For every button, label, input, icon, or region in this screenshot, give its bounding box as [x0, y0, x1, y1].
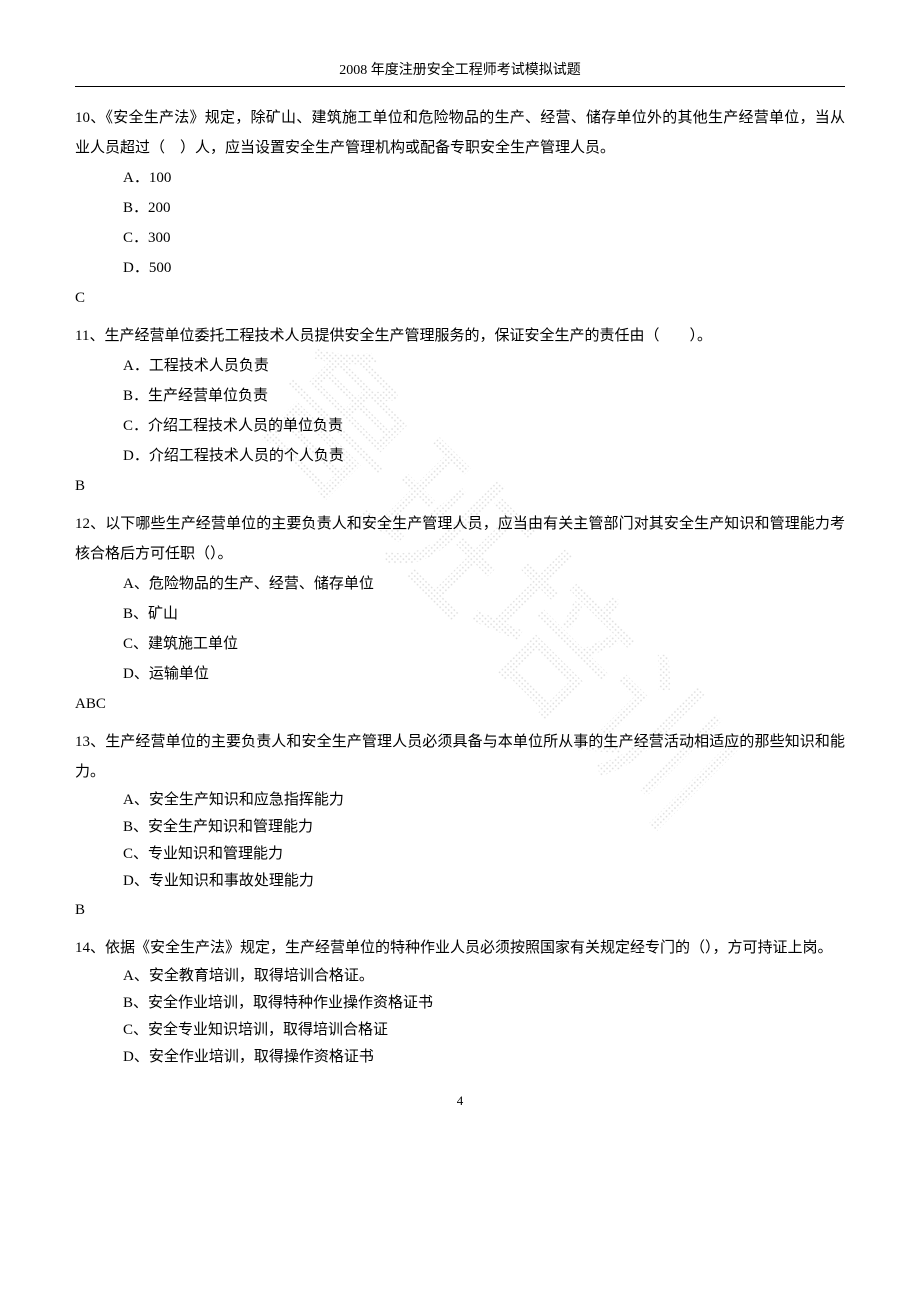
- question-option: D、运输单位: [75, 659, 845, 689]
- page-number: 4: [75, 1091, 845, 1112]
- question-13: 13、生产经营单位的主要负责人和安全生产管理人员必须具备与本单位所从事的生产经营…: [75, 727, 845, 925]
- question-option: C、专业知识和管理能力: [75, 841, 845, 868]
- question-option: A、危险物品的生产、经营、储存单位: [75, 569, 845, 599]
- question-text: 14、依据《安全生产法》规定，生产经营单位的特种作业人员必须按照国家有关规定经专…: [75, 933, 845, 963]
- question-answer: ABC: [75, 689, 845, 719]
- question-answer: C: [75, 283, 845, 313]
- page-header: 2008 年度注册安全工程师考试模拟试题: [75, 60, 845, 87]
- question-text: 11、生产经营单位委托工程技术人员提供安全生产管理服务的，保证安全生产的责任由（…: [75, 321, 845, 351]
- question-option: B、安全作业培训，取得特种作业操作资格证书: [75, 990, 845, 1017]
- question-option: C．300: [75, 223, 845, 253]
- question-option: D、专业知识和事故处理能力: [75, 868, 845, 895]
- question-11: 11、生产经营单位委托工程技术人员提供安全生产管理服务的，保证安全生产的责任由（…: [75, 321, 845, 501]
- question-answer: B: [75, 471, 845, 501]
- question-text: 12、以下哪些生产经营单位的主要负责人和安全生产管理人员，应当由有关主管部门对其…: [75, 509, 845, 569]
- question-option: D．500: [75, 253, 845, 283]
- question-text: 10、《安全生产法》规定，除矿山、建筑施工单位和危险物品的生产、经营、储存单位外…: [75, 103, 845, 163]
- question-option: C、建筑施工单位: [75, 629, 845, 659]
- question-option: A．100: [75, 163, 845, 193]
- question-answer: B: [75, 895, 845, 925]
- header-title: 2008 年度注册安全工程师考试模拟试题: [339, 63, 581, 78]
- question-option: B．200: [75, 193, 845, 223]
- question-option: B、矿山: [75, 599, 845, 629]
- question-option: B．生产经营单位负责: [75, 381, 845, 411]
- question-option: C．介绍工程技术人员的单位负责: [75, 411, 845, 441]
- question-option: D、安全作业培训，取得操作资格证书: [75, 1044, 845, 1071]
- question-option: A、安全生产知识和应急指挥能力: [75, 787, 845, 814]
- question-option: A、安全教育培训，取得培训合格证。: [75, 963, 845, 990]
- question-10: 10、《安全生产法》规定，除矿山、建筑施工单位和危险物品的生产、经营、储存单位外…: [75, 103, 845, 313]
- question-option: C、安全专业知识培训，取得培训合格证: [75, 1017, 845, 1044]
- question-text: 13、生产经营单位的主要负责人和安全生产管理人员必须具备与本单位所从事的生产经营…: [75, 727, 845, 787]
- question-12: 12、以下哪些生产经营单位的主要负责人和安全生产管理人员，应当由有关主管部门对其…: [75, 509, 845, 719]
- question-option: D．介绍工程技术人员的个人负责: [75, 441, 845, 471]
- question-option: A．工程技术人员负责: [75, 351, 845, 381]
- question-14: 14、依据《安全生产法》规定，生产经营单位的特种作业人员必须按照国家有关规定经专…: [75, 933, 845, 1071]
- question-option: B、安全生产知识和管理能力: [75, 814, 845, 841]
